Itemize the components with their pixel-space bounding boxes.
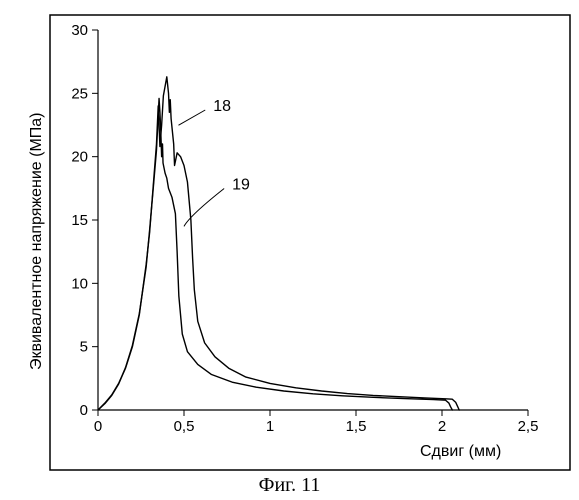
y-tick-label: 25: [71, 85, 88, 102]
x-tick-label: 1: [266, 418, 274, 435]
x-tick-label: 2: [438, 418, 446, 435]
series-label-19: 19: [232, 177, 250, 194]
x-tick-label: 2,5: [518, 418, 539, 435]
y-tick-label: 20: [71, 149, 88, 166]
x-axis-label: Сдвиг (мм): [420, 443, 501, 461]
y-tick-label: 15: [71, 212, 88, 229]
y-tick-label: 0: [80, 402, 88, 419]
y-tick-label: 30: [71, 22, 88, 39]
chart-svg: 0 5 10 15 20 25 30 0 0,5 1 1,5 2 2,5 18 19: [0, 0, 579, 500]
x-tick-label: 0: [94, 418, 102, 435]
y-tick-label: 5: [80, 339, 88, 356]
figure-caption: Фиг. 11: [0, 474, 579, 497]
y-tick-label: 10: [71, 275, 88, 292]
x-tick-label: 1,5: [346, 418, 367, 435]
x-tick-label: 0,5: [174, 418, 195, 435]
outer-frame: [50, 15, 570, 470]
y-axis-label: Эквивалентное напряжение (МПа): [28, 112, 46, 370]
series-label-18: 18: [213, 98, 231, 115]
figure: 0 5 10 15 20 25 30 0 0,5 1 1,5 2 2,5 18 19 Эквивалентн…: [0, 0, 579, 500]
